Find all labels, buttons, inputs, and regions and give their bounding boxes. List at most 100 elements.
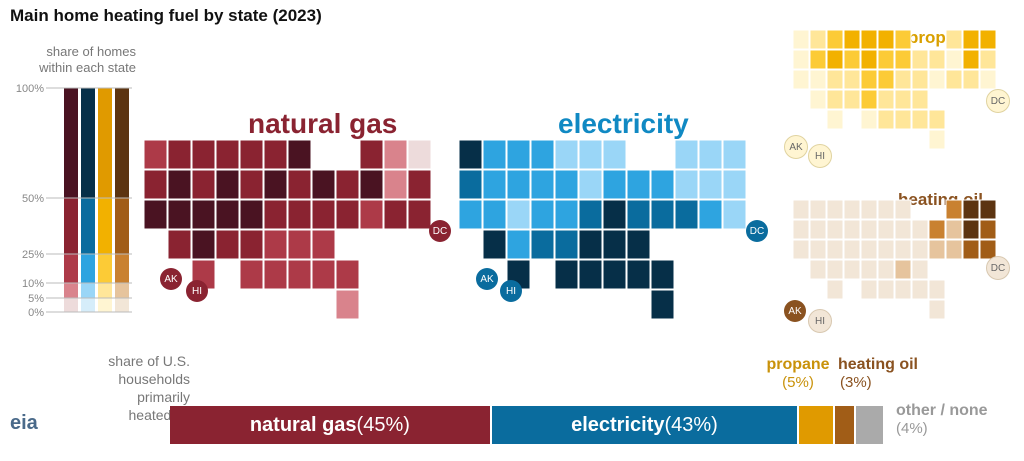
map-natural-gas-state-ia [239,169,264,200]
map-heating-oil-state-ne [843,219,861,240]
map-natural-gas-state-me [407,140,432,170]
map-propane-state-pa [928,49,946,70]
bar-label-heating-oil-value: (3%) [840,374,872,391]
map-heating-oil-state-mo [877,239,895,260]
map-propane-state-vt [962,29,980,50]
map-electricity-state-il [578,169,603,200]
map-natural-gas-state-nc [311,229,336,260]
map-propane-state-ri [979,69,997,90]
map-heating-oil-state-co [843,239,861,260]
legend-swatch-heating-oil-2 [115,254,129,283]
map-propane-state-sd [826,49,844,70]
map-propane-state-nc [911,89,929,110]
legend-swatch-heating-oil-4 [115,88,129,198]
map-heating-oil-ak-badge: AK [784,300,806,322]
map-heating-oil-state-mi [894,199,912,220]
map-electricity-state-az [482,229,507,260]
map-natural-gas-state-mn [239,140,264,170]
map-natural-gas-state-az [167,229,192,260]
bar-segment-label-natural-gas: natural gas (45%) [170,406,490,444]
map-electricity-state-mo [578,199,603,230]
map-electricity-state-or [458,169,483,200]
map-propane-state-ut [826,69,844,90]
map-propane-state-me [979,29,997,50]
map-natural-gas-state-sd [191,169,216,200]
map-propane-state-la [860,109,878,130]
map-electricity-state-wy [482,169,507,200]
map-natural-gas [143,140,432,320]
legend-swatch-propane-3 [98,198,112,254]
map-heating-oil-state-nm [826,259,844,280]
bar-segment-propane [799,406,833,444]
bar-label-other: other / none (4%) [896,402,1016,437]
map-heating-oil-state-mn [860,199,878,220]
map-title-electricity: electricity [558,108,689,139]
map-natural-gas-state-pa [335,169,360,200]
map-natural-gas-state-ga [335,259,360,290]
map-electricity-state-fl [650,289,675,320]
legend-swatch-natural-gas-4 [64,88,78,198]
map-natural-gas-state-ca [143,199,168,230]
legend-tick-label-50: 50% [22,193,44,205]
map-heating-oil-state-ks [860,239,878,260]
map-electricity-state-ma [722,169,747,200]
map-electricity-state-in [602,169,627,200]
map-heating-oil-state-ma [979,219,997,240]
map-propane-state-nh [962,49,980,70]
map-electricity-state-ny [674,140,699,170]
map-heating-oil-state-sd [826,219,844,240]
map-propane-state-ma [979,49,997,70]
map-electricity-state-ok [530,229,555,260]
map-propane-state-ne [843,49,861,70]
map-natural-gas-state-ar [239,229,264,260]
map-heating-oil-state-wv [911,239,929,260]
map-electricity-state-wi [578,140,603,170]
map-heating-oil-state-wi [877,199,895,220]
legend-swatch-electricity-1 [81,283,95,298]
map-electricity-ak-badge: AK [476,268,498,290]
bar-label-propane-value: (5%) [782,374,814,391]
map-natural-gas-state-ne [215,169,240,200]
map-electricity-state-ca [458,199,483,230]
map-propane-state-nd [843,29,861,50]
map-natural-gas-state-al [287,259,312,290]
bar-label-other-value: (4%) [896,420,928,437]
legend-tick-label-5: 5% [28,293,44,305]
map-natural-gas-state-id [167,140,192,170]
map-electricity-state-nm [506,229,531,260]
map-natural-gas-state-va [287,229,312,260]
map-electricity-state-ks [554,199,579,230]
map-propane-state-co [843,69,861,90]
stacked-bar: natural gas (45%) electricity (43%) [170,406,885,444]
map-electricity-state-id [482,140,507,170]
map-heating-oil-state-or [792,219,810,240]
map-natural-gas-state-in [287,169,312,200]
bar-label-heating-oil-name: heating oil [838,356,918,373]
legend-caption-line1: share of homes [46,44,136,59]
map-heating-oil-state-nj [945,219,963,240]
map-propane-ak-badge: AK [784,135,808,159]
legend-swatch-electricity-0 [81,298,95,312]
footer-caption-line3: primarily [137,389,190,405]
map-propane-state-sc [911,109,929,130]
map-electricity-state-de [674,199,699,230]
legend-swatch-heating-oil-1 [115,283,129,298]
map-propane-state-mt [826,29,844,50]
bar-label-propane: propane (5%) [758,356,838,391]
map-heating-oil-state-ms [877,279,895,300]
bar-segment-natural-gas [170,406,490,444]
map-electricity-state-ga [650,259,675,290]
map-propane-state-ca [792,69,810,90]
map-propane-state-az [809,89,827,110]
map-natural-gas-state-ok [215,229,240,260]
map-natural-gas-state-wi [263,140,288,170]
bar-label-propane-name: propane [766,356,830,373]
map-electricity-state-ri [722,199,747,230]
map-electricity-state-ne [530,169,555,200]
map-natural-gas-state-mt [191,140,216,170]
legend-color-scale: 100% 50% 25% 10% 5% 0% [16,83,132,319]
map-heating-oil-state-nh [962,219,980,240]
map-heating-oil-state-al [894,279,912,300]
map-natural-gas-state-wy [167,169,192,200]
map-natural-gas-state-la [239,259,264,290]
